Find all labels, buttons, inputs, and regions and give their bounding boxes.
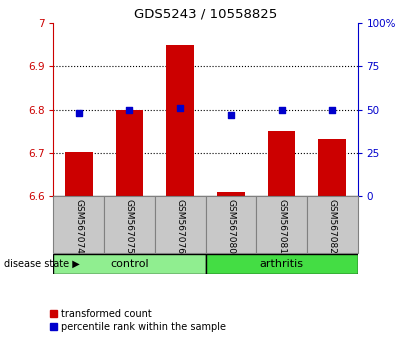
Bar (166, 45, 194, 196)
Bar (318, 139, 346, 196)
Bar (206, 196, 256, 253)
Point (329, 107, 335, 113)
Bar (307, 196, 358, 253)
Text: disease state ▶: disease state ▶ (4, 259, 80, 269)
Text: GSM567076: GSM567076 (175, 199, 185, 254)
Text: arthritis: arthritis (259, 259, 304, 269)
Bar (115, 110, 143, 196)
Bar (256, 196, 307, 253)
Text: GSM567075: GSM567075 (125, 199, 134, 254)
Text: GSM567081: GSM567081 (277, 199, 286, 254)
Point (177, 105, 183, 111)
Bar (155, 196, 206, 253)
Bar (268, 131, 296, 196)
Bar (206, 254, 358, 274)
Point (278, 107, 285, 113)
Bar (104, 196, 155, 253)
Bar (53, 254, 206, 274)
Text: GSM567080: GSM567080 (226, 199, 236, 254)
Legend: transformed count, percentile rank within the sample: transformed count, percentile rank withi… (50, 309, 226, 332)
Bar (53, 196, 104, 253)
Point (126, 107, 133, 113)
Text: control: control (110, 259, 149, 269)
Point (228, 112, 234, 118)
Bar (217, 192, 245, 196)
Text: GSM567082: GSM567082 (328, 199, 337, 254)
Title: GDS5243 / 10558825: GDS5243 / 10558825 (134, 7, 277, 21)
Point (76, 110, 82, 116)
Bar (65, 152, 93, 196)
Text: GSM567074: GSM567074 (74, 199, 83, 254)
